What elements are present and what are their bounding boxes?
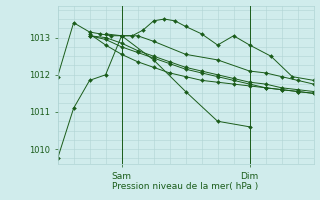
X-axis label: Pression niveau de la mer( hPa ): Pression niveau de la mer( hPa ) [112, 182, 259, 191]
